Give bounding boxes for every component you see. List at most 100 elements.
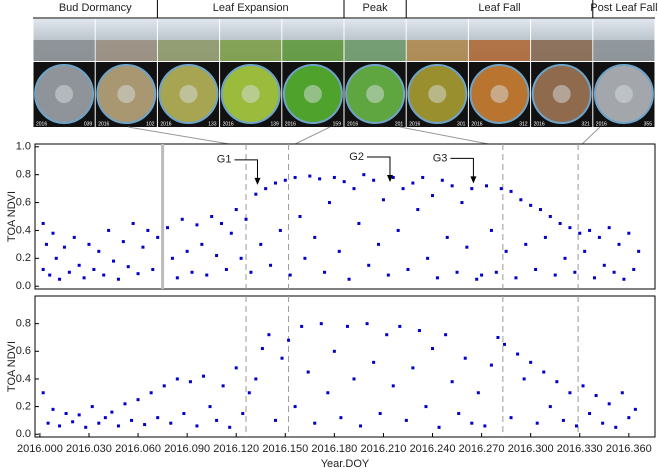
fisheye-sky bbox=[614, 85, 633, 103]
data-point bbox=[372, 360, 376, 364]
data-point bbox=[318, 177, 322, 181]
data-point bbox=[445, 235, 449, 239]
data-point bbox=[485, 184, 489, 188]
data-point bbox=[136, 272, 140, 276]
y-tick-label: 0.4 bbox=[16, 373, 31, 385]
data-point bbox=[573, 270, 577, 274]
data-point bbox=[476, 391, 480, 395]
data-point bbox=[131, 221, 135, 225]
data-point bbox=[529, 203, 533, 207]
phase-label: Peak bbox=[363, 2, 389, 14]
data-point bbox=[607, 226, 611, 230]
fisheye-sky bbox=[552, 85, 571, 103]
fisheye-sky bbox=[366, 85, 385, 103]
data-point bbox=[143, 423, 147, 427]
data-point bbox=[601, 421, 605, 425]
phase-label: Post Leaf Fall bbox=[590, 2, 657, 14]
data-point bbox=[637, 249, 641, 253]
data-point bbox=[470, 421, 474, 425]
phase-label: Bud Dormancy bbox=[59, 2, 132, 14]
data-point bbox=[151, 267, 155, 271]
data-point bbox=[529, 360, 533, 364]
fisheye-sky bbox=[241, 85, 260, 103]
data-point bbox=[553, 273, 557, 277]
annotation: G3 bbox=[433, 152, 448, 164]
landscape-trees bbox=[282, 40, 344, 61]
data-point bbox=[170, 256, 174, 260]
data-point bbox=[77, 413, 81, 417]
y-tick-label: 0.0 bbox=[16, 280, 31, 292]
x-tick-label: 2016.150 bbox=[262, 443, 308, 455]
data-point bbox=[406, 267, 410, 271]
data-point bbox=[337, 249, 341, 253]
data-point bbox=[440, 178, 444, 182]
x-tick-label: 2016.300 bbox=[508, 443, 554, 455]
photo-year: 2016 bbox=[36, 121, 47, 127]
y-tick-label: 0.4 bbox=[16, 224, 31, 236]
gap-band bbox=[161, 144, 165, 289]
data-point bbox=[280, 356, 284, 360]
data-point bbox=[200, 242, 204, 246]
data-point bbox=[41, 267, 45, 271]
data-point bbox=[431, 347, 435, 351]
annotation-arrow bbox=[450, 157, 474, 183]
landscape-trees bbox=[406, 40, 468, 61]
data-point bbox=[548, 405, 552, 409]
data-point bbox=[254, 377, 258, 381]
data-point bbox=[166, 226, 170, 230]
y-tick-label: 0.6 bbox=[16, 345, 31, 357]
data-point bbox=[391, 175, 395, 179]
data-point bbox=[597, 235, 601, 239]
data-point bbox=[578, 231, 582, 235]
data-point bbox=[58, 424, 62, 428]
y-axis-label: TOA NDVI bbox=[6, 341, 18, 392]
annotation: G1 bbox=[217, 154, 232, 166]
data-point bbox=[352, 187, 356, 191]
data-point bbox=[116, 424, 120, 428]
y-axis-label: TOA NDVI bbox=[6, 191, 18, 242]
y-tick-label: 0.0 bbox=[16, 428, 31, 440]
data-point bbox=[622, 277, 626, 281]
data-point bbox=[327, 201, 331, 205]
data-point bbox=[48, 273, 52, 277]
data-point bbox=[195, 223, 199, 227]
data-point bbox=[215, 418, 219, 422]
data-point bbox=[205, 273, 209, 277]
data-point bbox=[396, 228, 400, 232]
data-point bbox=[323, 270, 327, 274]
data-point bbox=[175, 377, 179, 381]
photo-year: 2016 bbox=[534, 121, 545, 127]
data-point bbox=[332, 175, 336, 179]
data-point bbox=[264, 187, 268, 191]
x-tick-label: 2016.360 bbox=[606, 443, 652, 455]
data-point bbox=[583, 249, 587, 253]
data-point bbox=[519, 198, 523, 202]
data-point bbox=[77, 263, 81, 267]
data-point bbox=[308, 174, 312, 178]
arrow-head bbox=[254, 177, 261, 185]
data-point bbox=[367, 263, 371, 267]
data-point bbox=[499, 187, 503, 191]
data-point bbox=[504, 249, 508, 253]
data-point bbox=[319, 322, 323, 326]
data-point bbox=[548, 215, 552, 218]
data-point bbox=[574, 424, 578, 428]
data-point bbox=[146, 228, 150, 232]
data-point bbox=[326, 391, 330, 395]
data-point bbox=[426, 256, 430, 260]
data-point bbox=[234, 366, 238, 370]
data-point bbox=[82, 276, 86, 280]
data-point bbox=[288, 273, 292, 277]
photo-doy: 201 bbox=[395, 121, 404, 127]
data-point bbox=[141, 245, 145, 249]
data-point bbox=[421, 175, 425, 179]
data-point bbox=[300, 324, 304, 328]
data-point bbox=[259, 242, 263, 246]
y-tick-label: 0.6 bbox=[16, 196, 31, 208]
data-point bbox=[450, 380, 454, 384]
data-point bbox=[352, 377, 356, 381]
x-tick-label: 2016.120 bbox=[213, 443, 259, 455]
data-point bbox=[411, 366, 415, 370]
data-point bbox=[568, 226, 572, 230]
data-point bbox=[359, 424, 363, 428]
